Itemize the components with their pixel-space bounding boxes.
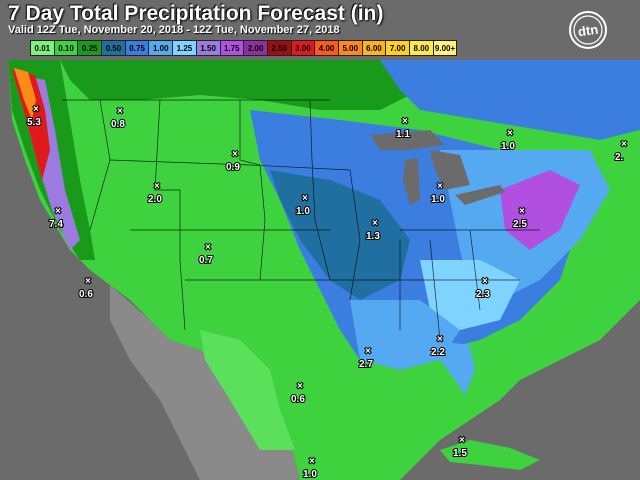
city-marker: × 2.5 — [512, 205, 528, 231]
legend-swatch-6: 1.25 — [173, 41, 196, 55]
canada-green — [60, 60, 420, 110]
marker-x-icon: × — [309, 456, 315, 467]
marker-x-icon: × — [232, 149, 238, 160]
dtn-logo: dtn — [568, 10, 608, 50]
marker-x-icon: × — [372, 218, 378, 229]
state-boundaries — [62, 99, 540, 341]
city-marker: × 0.7 — [198, 241, 214, 267]
lake-huron — [430, 150, 470, 190]
legend-swatch-8: 1.75 — [220, 41, 244, 55]
precipitation-legend: 0.01 0.10 0.25 0.50 0.75 1.00 1.25 1.50 1.75 2.00… — [30, 40, 458, 56]
city-marker: × 2.2 — [430, 333, 446, 359]
marker-x-icon: × — [437, 334, 443, 345]
city-precip-value: 1.0 — [431, 194, 445, 205]
city-precip-value: 2.5 — [513, 219, 527, 230]
legend-swatch-15: 7.00 — [386, 41, 409, 55]
city-precip-value: 1.3 — [366, 231, 380, 242]
city-precip-value: 1.0 — [303, 469, 317, 480]
city-precip-value: 1.0 — [296, 206, 310, 217]
city-marker: × 0.6 — [78, 275, 94, 301]
legend-swatch-4: 0.75 — [125, 41, 149, 55]
legend-swatch-0: 0.01 — [31, 41, 54, 55]
west-coast-orange-core — [14, 68, 36, 120]
city-precip-value: 1.1 — [396, 129, 410, 140]
lake-superior — [370, 130, 445, 150]
legend-swatch-13: 5.00 — [338, 41, 362, 55]
legend-swatch-3: 0.50 — [102, 41, 125, 55]
city-marker: × 0.6 — [290, 380, 306, 406]
city-marker: × 1.5 — [452, 434, 468, 460]
marker-x-icon: × — [55, 206, 61, 217]
marker-x-icon: × — [482, 276, 488, 287]
city-precip-value: 2.0 — [148, 194, 162, 205]
city-marker: × 2. — [614, 138, 628, 164]
marker-x-icon: × — [205, 242, 211, 253]
city-precip-value: 2. — [615, 152, 624, 163]
canada-east-blue — [380, 60, 640, 140]
city-marker: × 2.7 — [358, 345, 374, 371]
city-precip-value: 0.6 — [79, 289, 93, 300]
city-precip-value: 0.6 — [291, 394, 305, 405]
city-precip-value: 5.3 — [27, 117, 41, 128]
marker-x-icon: × — [507, 128, 513, 139]
florida-peninsula — [430, 340, 475, 395]
city-marker: × 0.9 — [225, 148, 241, 174]
city-precip-value: 1.5 — [453, 448, 467, 459]
city-precip-value: 0.8 — [111, 119, 125, 130]
west-coast-red-band — [12, 70, 50, 180]
legend-swatch-9: 2.00 — [244, 41, 267, 55]
city-precip-value: 2.2 — [431, 347, 445, 358]
marker-x-icon: × — [519, 206, 525, 217]
marker-x-icon: × — [297, 381, 303, 392]
marker-x-icon: × — [117, 106, 123, 117]
city-precip-value: 1.0 — [501, 141, 515, 152]
legend-swatch-10: 2.50 — [267, 41, 291, 55]
marker-x-icon: × — [621, 139, 627, 150]
city-precip-value: 0.9 — [226, 162, 240, 173]
lake-michigan — [403, 158, 420, 205]
city-marker: × 1.0 — [430, 180, 446, 206]
gulf-coast-blue — [350, 300, 460, 370]
legend-swatch-12: 4.00 — [315, 41, 338, 55]
marker-x-icon: × — [437, 181, 443, 192]
city-marker: × 1.1 — [395, 115, 411, 141]
city-marker: × 1.0 — [302, 455, 318, 480]
city-marker: × 0.8 — [110, 105, 126, 131]
marker-x-icon: × — [459, 435, 465, 446]
city-precip-value: 2.7 — [359, 359, 373, 370]
marker-x-icon: × — [85, 276, 91, 287]
map-title: 7 Day Total Precipitation Forecast (in) — [8, 2, 384, 25]
legend-swatch-2: 0.25 — [78, 41, 102, 55]
city-marker: × 5.3 — [26, 103, 42, 129]
marker-x-icon: × — [154, 181, 160, 192]
city-marker: × 7.4 — [48, 205, 64, 231]
valid-period: Valid 12Z Tue, November 20, 2018 - 12Z T… — [8, 24, 340, 36]
lake-erie — [455, 185, 505, 205]
mexico-green-region — [200, 330, 295, 450]
marker-x-icon: × — [302, 193, 308, 204]
southeast-light-blue — [420, 260, 520, 330]
city-marker: × 2.3 — [475, 275, 491, 301]
legend-swatch-16: 8.00 — [410, 41, 433, 55]
midwest-dark-blue — [270, 170, 410, 300]
legend-swatch-17: 9.00+ — [433, 41, 457, 55]
legend-swatch-5: 1.00 — [149, 41, 173, 55]
legend-swatch-7: 1.50 — [196, 41, 220, 55]
marker-x-icon: × — [402, 116, 408, 127]
city-marker: × 1.0 — [500, 127, 516, 153]
legend-swatch-11: 3.00 — [291, 41, 315, 55]
marker-x-icon: × — [365, 346, 371, 357]
city-marker: × 1.0 — [295, 192, 311, 218]
marker-x-icon: × — [33, 104, 39, 115]
cuba-island — [440, 440, 540, 470]
legend-swatch-1: 0.10 — [54, 41, 78, 55]
city-marker: × 2.0 — [147, 180, 163, 206]
city-marker: × 1.3 — [365, 217, 381, 243]
city-precip-value: 0.7 — [199, 255, 213, 266]
legend-swatch-14: 6.00 — [362, 41, 386, 55]
city-precip-value: 2.3 — [476, 289, 490, 300]
city-precip-value: 7.4 — [49, 219, 63, 230]
